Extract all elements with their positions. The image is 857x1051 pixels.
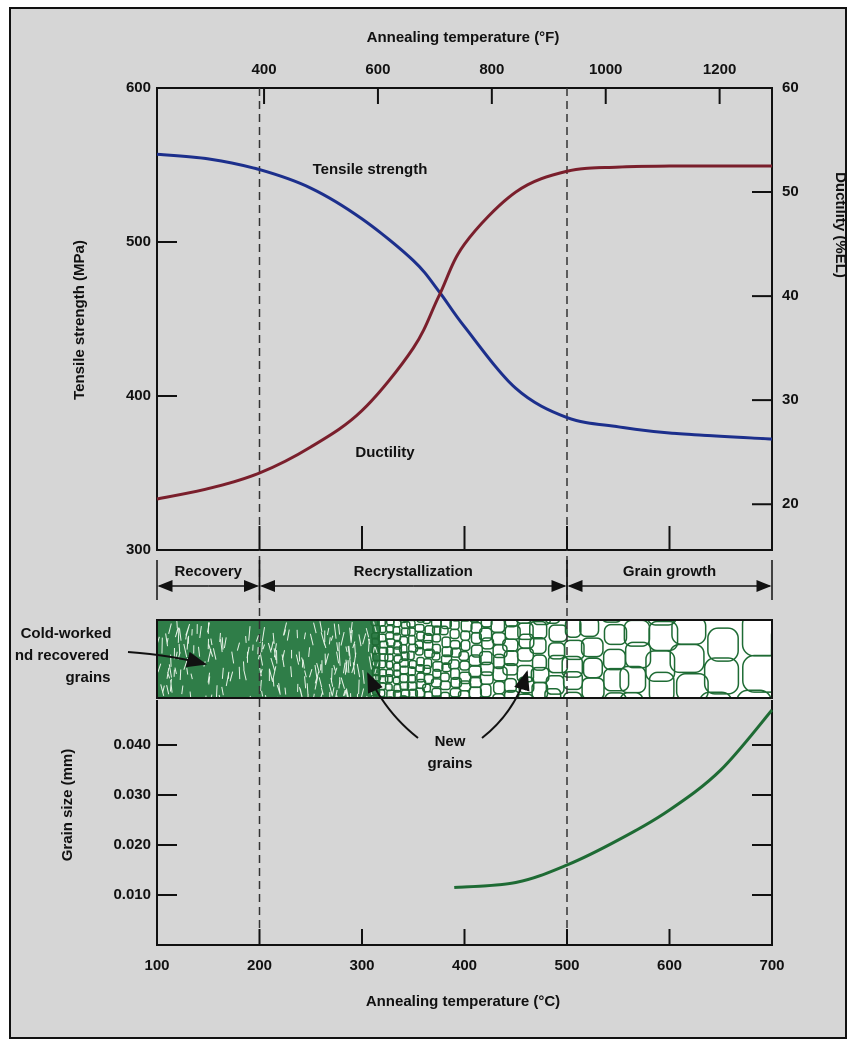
annotation: grains (65, 669, 110, 686)
x-tick-label: 300 (349, 957, 374, 974)
grain-hatch (273, 678, 274, 686)
x-tick-label: 600 (657, 957, 682, 974)
grain-hatch (177, 620, 178, 628)
y-tick-label: 0.040 (113, 736, 151, 753)
grain-hatch (299, 652, 300, 662)
region-label: Grain growth (623, 563, 716, 580)
annotation: Cold-worked (21, 625, 112, 642)
frame (10, 8, 846, 1038)
y2-tick-label: 50 (782, 183, 799, 200)
x2-tick-label: 600 (365, 61, 390, 78)
x2-tick-label: 1000 (589, 61, 622, 78)
x-tick-label: 200 (247, 957, 272, 974)
y-tick-label: 500 (126, 233, 151, 250)
x-tick-label: 500 (554, 957, 579, 974)
annotation: grains (427, 755, 472, 772)
x2-tick-label: 400 (252, 61, 277, 78)
y-tick-label: 0.010 (113, 886, 151, 903)
x2-tick-label: 800 (479, 61, 504, 78)
grain-hatch (239, 667, 240, 679)
x2-axis-title: Annealing temperature (°F) (367, 29, 560, 46)
x-tick-label: 700 (759, 957, 784, 974)
y-tick-label: 0.020 (113, 836, 151, 853)
grain-hatch (178, 628, 179, 643)
y-axis-title: Tensile strength (MPa) (71, 240, 88, 400)
region-label: Recrystallization (354, 563, 473, 580)
grain-hatch (359, 680, 360, 694)
y2-axis-title: Ductility (%EL) (832, 172, 849, 278)
series-label: Ductility (355, 444, 415, 461)
y-axis-title: Grain size (mm) (59, 749, 76, 862)
y-tick-label: 600 (126, 79, 151, 96)
x-axis-title: Annealing temperature (°C) (366, 993, 560, 1010)
x-tick-label: 400 (452, 957, 477, 974)
annotation: nd recovered (15, 647, 109, 664)
x2-tick-label: 1200 (703, 61, 736, 78)
y-tick-label: 400 (126, 387, 151, 404)
y2-tick-label: 30 (782, 391, 799, 408)
region-label: Recovery (174, 563, 242, 580)
series-label: Tensile strength (313, 161, 428, 178)
y-tick-label: 300 (126, 541, 151, 558)
grain-hatch (180, 669, 181, 679)
y2-tick-label: 20 (782, 495, 799, 512)
y2-tick-label: 40 (782, 287, 799, 304)
y-tick-label: 0.030 (113, 786, 151, 803)
grain-hatch (243, 661, 244, 669)
grain-hatch (246, 636, 247, 643)
y2-tick-label: 60 (782, 79, 799, 96)
x-tick-label: 100 (144, 957, 169, 974)
annotation: New (435, 733, 466, 750)
grain-hatch (220, 633, 221, 642)
